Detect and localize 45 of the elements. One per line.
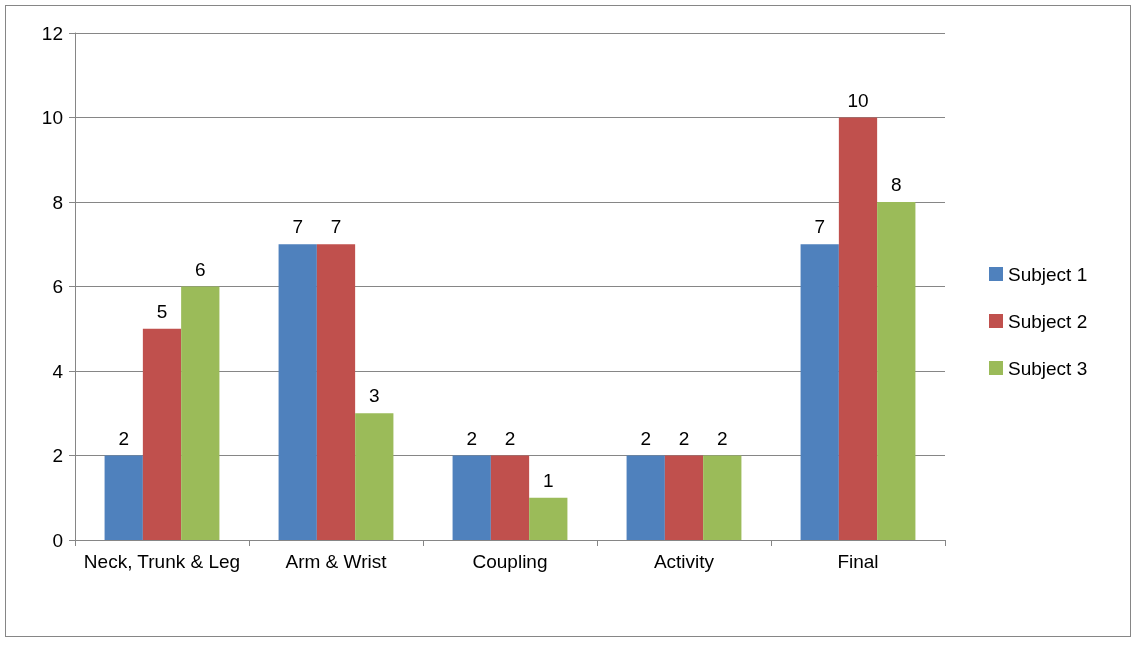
x-tick-label: Neck, Trunk & Leg <box>83 550 241 572</box>
data-label: 2 <box>678 427 690 449</box>
data-label: 7 <box>330 216 342 238</box>
bar <box>104 455 143 540</box>
data-label: 10 <box>847 89 869 111</box>
data-label: 2 <box>118 427 130 449</box>
data-label: 7 <box>814 216 826 238</box>
x-tick-label: Coupling <box>472 550 548 572</box>
data-label: 2 <box>466 427 478 449</box>
data-label: 8 <box>890 174 902 195</box>
x-tick-label: Arm & Wrist <box>285 550 388 572</box>
data-label: 6 <box>194 258 206 280</box>
bar <box>181 286 220 540</box>
y-tick-label: 2 <box>52 445 63 466</box>
legend-label: Subject 2 <box>1008 310 1088 332</box>
bar <box>490 455 530 540</box>
y-tick-label: 8 <box>52 191 63 213</box>
bar <box>355 413 394 540</box>
data-label: 3 <box>368 385 380 407</box>
x-tick-label: Final <box>837 550 879 572</box>
bar <box>838 117 878 540</box>
data-label: 5 <box>156 300 168 322</box>
bar <box>142 328 182 540</box>
data-label: 2 <box>504 427 516 449</box>
bar <box>626 455 665 540</box>
bar <box>800 244 839 540</box>
y-tick-label: 10 <box>41 107 63 128</box>
bar <box>316 244 356 540</box>
data-label: 7 <box>292 216 304 238</box>
legend-label: Subject 3 <box>1008 357 1088 379</box>
bar <box>877 202 916 540</box>
x-tick-label: Activity <box>653 550 715 572</box>
bar <box>452 455 491 540</box>
bar <box>278 244 317 540</box>
bar <box>529 497 568 540</box>
y-tick-label: 6 <box>52 276 63 297</box>
bar <box>703 455 742 540</box>
data-label: 1 <box>542 469 554 491</box>
y-tick-label: 4 <box>52 360 64 382</box>
data-label: 2 <box>640 427 652 449</box>
legend-label: Subject 1 <box>1008 263 1088 285</box>
y-tick-label: 12 <box>41 22 63 44</box>
bar <box>664 455 704 540</box>
y-tick-label: 0 <box>52 529 63 551</box>
data-label: 2 <box>716 427 728 449</box>
